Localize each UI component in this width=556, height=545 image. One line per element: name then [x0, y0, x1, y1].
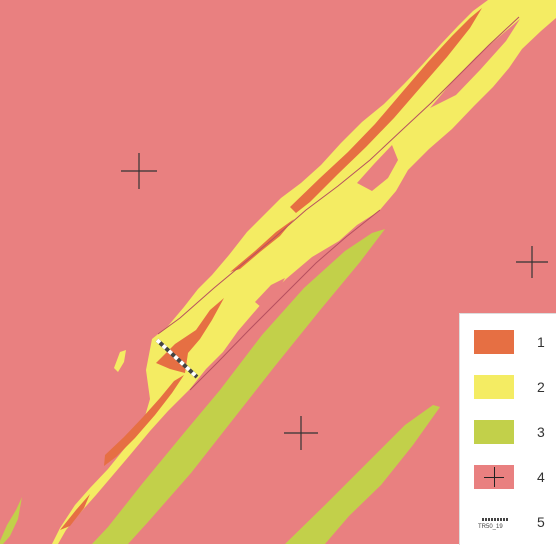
- red-inlet-2: [430, 19, 520, 108]
- green-swatch: [474, 420, 514, 444]
- legend-label: 4: [537, 469, 545, 485]
- cross-marker: [516, 246, 548, 278]
- outline-trace-1: [157, 16, 520, 335]
- legend-label: 5: [537, 514, 545, 530]
- orange-streak: [230, 219, 294, 272]
- legend-item-3: 3: [460, 414, 556, 450]
- legend-item-1: 1: [460, 324, 556, 360]
- legend-item-4: 4: [460, 459, 556, 495]
- legend-label: 1: [537, 334, 545, 350]
- yellow-belt: [52, 0, 556, 544]
- cross-marker: [121, 153, 157, 189]
- orange-swatch: [474, 330, 514, 354]
- profile-line: [155, 338, 199, 379]
- green-strip-3: [0, 497, 22, 544]
- yellow-swatch: [474, 375, 514, 399]
- yellow-small-island: [114, 350, 126, 372]
- red-inlet-1: [357, 145, 398, 191]
- profile-line-icon: [482, 518, 508, 521]
- legend-label: 2: [537, 379, 545, 395]
- red-cross-swatch: [474, 465, 514, 489]
- cross-marker: [284, 416, 318, 450]
- legend-label: 3: [537, 424, 545, 440]
- orange-upper-band: [290, 8, 482, 213]
- orange-streak-lower: [60, 494, 90, 530]
- legend-item-2: 2: [460, 369, 556, 405]
- legend: 1 2 3 4 TR50_19 5: [459, 313, 556, 545]
- outline-trace-2: [189, 209, 381, 391]
- green-strip-1: [92, 229, 385, 544]
- profile-label: TR50_19: [478, 524, 503, 530]
- orange-lower-band: [104, 375, 184, 466]
- green-strip-2: [285, 405, 440, 544]
- red-inlet-4: [222, 325, 252, 354]
- profile-swatch: TR50_19: [474, 510, 514, 534]
- red-inlet-3: [255, 278, 285, 308]
- legend-item-5: TR50_19 5: [460, 504, 556, 540]
